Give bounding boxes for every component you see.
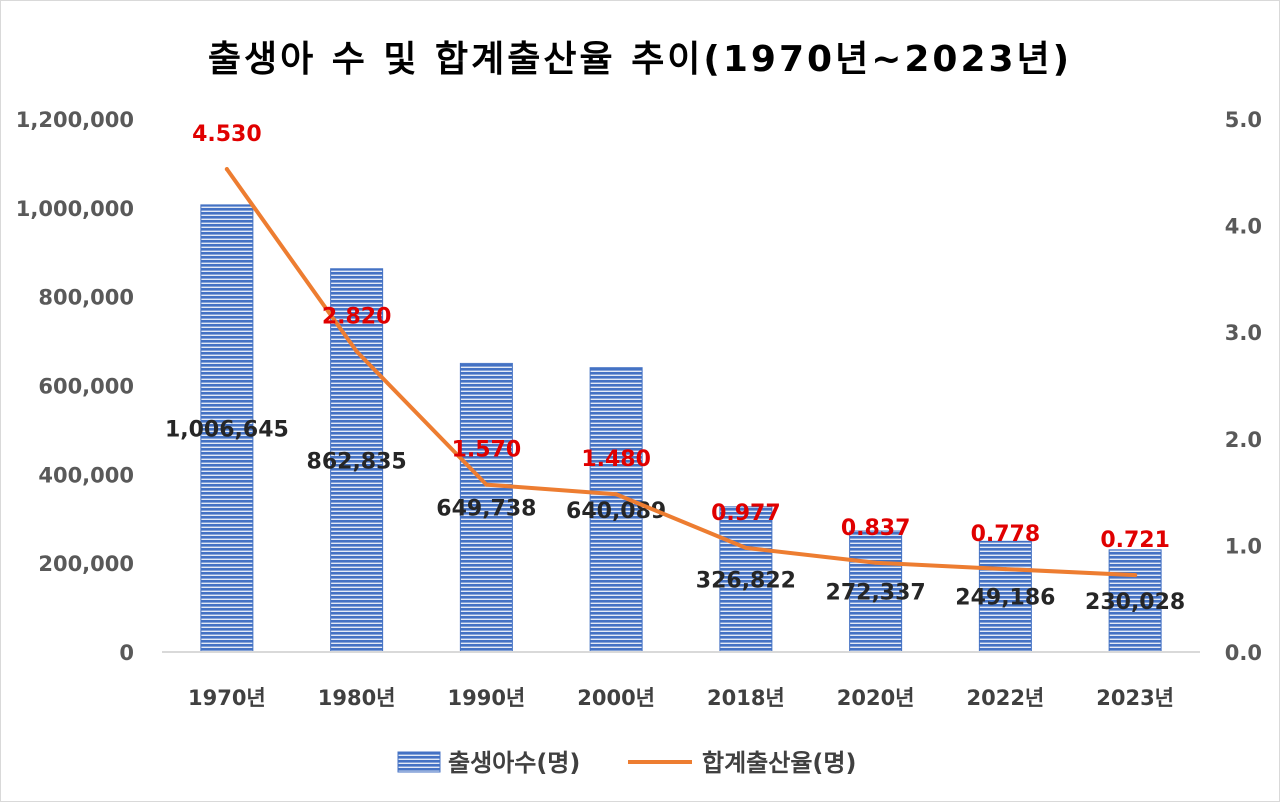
- bar-data-label: 326,822: [696, 568, 796, 593]
- bar-1970년: [200, 204, 254, 653]
- y-left-tick-label: 800,000: [38, 286, 134, 310]
- y-left-tick-label: 0: [119, 641, 134, 665]
- y-left-tick-label: 600,000: [38, 375, 134, 399]
- x-tick-label: 1990년: [447, 686, 525, 710]
- y-right-tick-label: 5.0: [1225, 108, 1262, 132]
- line-data-label: 4.530: [192, 122, 262, 147]
- y-right-tick-label: 2.0: [1225, 428, 1262, 452]
- bar-data-label: 249,186: [955, 586, 1055, 611]
- bar-data-label: 1,006,645: [165, 417, 289, 442]
- line-point: [873, 560, 878, 565]
- legend-bar-label: 출생아수(명): [448, 749, 580, 777]
- line-data-label: 0.977: [711, 501, 781, 526]
- line-point: [484, 482, 489, 487]
- bar-2018년: [719, 506, 773, 653]
- fertility-rate-line: [224, 167, 1138, 578]
- line-data-label: 0.837: [841, 516, 911, 541]
- line-point: [224, 167, 229, 172]
- line-data-label: 1.570: [452, 438, 522, 463]
- bar-data-label: 649,738: [436, 497, 536, 522]
- y-right-tick-label: 1.0: [1225, 534, 1262, 558]
- bar-2000년: [589, 367, 643, 653]
- y-right-tick-label: 3.0: [1225, 321, 1262, 345]
- x-tick-label: 2022년: [966, 686, 1044, 710]
- bar-1990년: [459, 362, 513, 653]
- legend-line-label: 합계출산율(명): [702, 749, 856, 777]
- bar-2022년: [978, 540, 1032, 653]
- chart-title: 출생아 수 및 합계출산율 추이(1970년~2023년): [207, 39, 1073, 80]
- y-left-tick-label: 400,000: [38, 463, 134, 487]
- x-tick-label: 2018년: [707, 686, 785, 710]
- line-point: [743, 545, 748, 550]
- bar-1980년: [330, 268, 384, 653]
- line-point: [1133, 573, 1138, 578]
- y-right-tick-label: 0.0: [1225, 641, 1262, 665]
- bar-data-label: 640,089: [566, 499, 666, 524]
- bar-data-label: 230,028: [1085, 590, 1185, 615]
- y-left-tick-label: 1,000,000: [16, 197, 134, 221]
- legend-bar-swatch: [397, 751, 441, 773]
- x-tick-label: 1980년: [318, 686, 396, 710]
- y-right-tick-label: 4.0: [1225, 215, 1262, 239]
- line-data-label: 1.480: [581, 447, 651, 472]
- y-left-tick-label: 1,200,000: [16, 108, 134, 132]
- x-tick-label: 1970년: [188, 686, 266, 710]
- x-tick-label: 2023년: [1096, 686, 1174, 710]
- line-data-label: 2.820: [322, 304, 392, 329]
- line-data-label: 0.778: [971, 522, 1041, 547]
- x-tick-label: 2020년: [837, 686, 915, 710]
- bar-data-label: 272,337: [826, 581, 926, 606]
- line-data-label: 0.721: [1100, 528, 1170, 553]
- x-tick-label: 2000년: [577, 686, 655, 710]
- y-left-tick-label: 200,000: [38, 552, 134, 576]
- line-point: [614, 492, 619, 497]
- line-point: [354, 349, 359, 354]
- line-point: [1003, 567, 1008, 572]
- bar-data-label: 862,835: [307, 449, 407, 474]
